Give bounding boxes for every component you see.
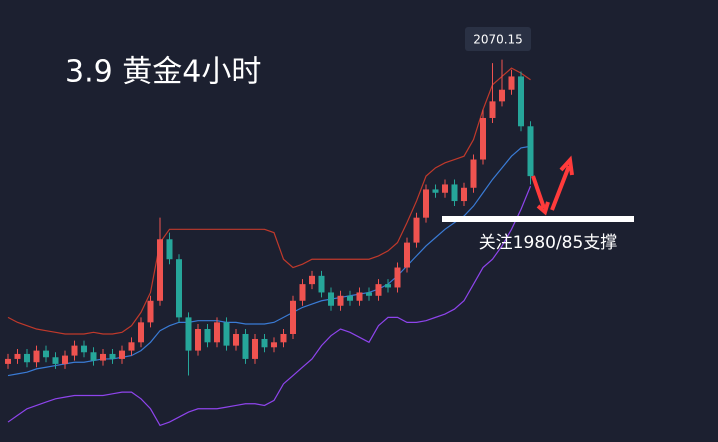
candle-body	[71, 345, 78, 356]
price-label-box	[465, 27, 531, 51]
candle-body	[347, 295, 353, 301]
candle-body	[290, 300, 296, 334]
candle-body	[318, 275, 325, 293]
candle-body	[24, 353, 30, 363]
candle-body	[385, 284, 391, 288]
candle-body	[309, 275, 315, 285]
candle-body	[138, 322, 144, 343]
candle-body	[14, 353, 21, 359]
candle-body	[299, 284, 306, 301]
candle-body	[413, 217, 420, 243]
candle-body	[489, 101, 496, 118]
candle-body	[375, 284, 382, 296]
candle-body	[499, 89, 505, 102]
candle-body	[214, 322, 220, 343]
candle-body	[33, 350, 40, 363]
candle-body	[461, 187, 467, 202]
candle-body	[185, 317, 192, 351]
candle-body	[337, 295, 344, 306]
candle-body	[195, 329, 201, 351]
candle-body	[52, 357, 59, 364]
candle-body	[147, 300, 154, 323]
candle-body	[157, 239, 163, 301]
candle-body	[119, 350, 125, 359]
candle-body	[233, 333, 239, 346]
candle-body	[261, 338, 268, 348]
candle-body	[62, 355, 68, 364]
band-line	[7, 185, 532, 427]
candle-body	[442, 184, 448, 193]
candle-body	[271, 342, 277, 348]
candle-body	[527, 126, 534, 177]
candle-body	[480, 117, 486, 160]
candle-body	[176, 259, 182, 318]
arrow-down	[531, 175, 550, 216]
candle-body	[280, 333, 287, 343]
candle-body	[394, 267, 401, 288]
band-line	[7, 67, 531, 335]
price-label: 2070.15	[473, 33, 523, 47]
candle-body	[518, 76, 524, 127]
annotation: 关注1980/85支撑	[479, 233, 618, 253]
candle-body	[128, 342, 135, 351]
support-line	[442, 216, 634, 222]
candle-body	[252, 338, 258, 359]
candle-body	[166, 239, 173, 260]
candle-body	[451, 184, 458, 202]
candle-body	[328, 292, 334, 306]
candle-body	[356, 292, 363, 301]
arrow-up	[550, 155, 574, 211]
chart-title: 3.9 黄金4小时	[65, 55, 261, 90]
candle-body	[5, 358, 11, 364]
candle-body	[366, 292, 372, 296]
candle-body	[404, 242, 410, 268]
candle-body	[43, 350, 49, 358]
candle-body	[508, 76, 515, 90]
candle-body	[81, 345, 87, 353]
candle-body	[100, 353, 106, 361]
candle-body	[432, 189, 439, 193]
candle-body	[470, 159, 477, 188]
candle-body	[90, 352, 97, 361]
plot	[5, 59, 534, 427]
candle-body	[242, 333, 249, 359]
candle-body	[204, 329, 211, 343]
candle-body	[109, 353, 116, 359]
candle-body	[423, 189, 429, 218]
candle-body	[223, 322, 230, 346]
